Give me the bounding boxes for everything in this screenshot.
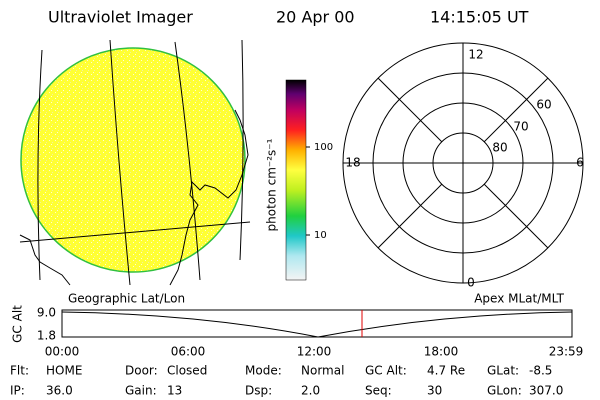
date: 20 Apr 00 [276,8,355,27]
timeline-y-label: GC Alt [11,305,25,343]
timeline: Geographic Lat/Lon Apex MLat/MLT GC Alt … [11,292,584,359]
info-value: 13 [167,384,182,398]
info-label: Seq: [365,384,392,398]
timeline-x-tick: 23:59 [549,345,584,359]
info-label: Dsp: [245,384,272,398]
time: 14:15:05 UT [430,8,529,27]
earth-image [19,39,251,286]
info-value: 4.7 Re [427,364,465,378]
info-value: -8.5 [529,364,552,378]
timeline-x-tick: 00:00 [45,345,80,359]
timeline-left-title: Geographic Lat/Lon [68,292,185,306]
polar-labels: 12 18 6 0 60 70 80 [345,48,583,290]
info-label: GLon: [487,384,522,398]
info-value: 30 [427,384,442,398]
info-value: Normal [301,364,344,378]
timeline-x-tick: 12:00 [297,345,332,359]
colorbar-tick: 10 [314,230,327,241]
info-label: IP: [10,384,25,398]
info-label: GLat: [487,364,519,378]
info-panel: Flt: HOME Door: Closed Mode: Normal GC Alt: 4.7… [10,364,563,398]
mlt-label: 18 [345,156,360,170]
info-value: Closed [167,364,207,378]
timeline-frame [61,309,573,338]
header: Ultraviolet Imager 20 Apr 00 14:15:05 UT [48,8,529,27]
info-value: 307.0 [529,384,563,398]
polar-grid [342,42,584,284]
mlt-label: 0 [467,276,475,290]
timeline-y-tick: 1.8 [37,329,56,343]
colorbar-label: photon cm⁻²s⁻¹ [265,138,279,231]
mlat-label: 80 [492,141,507,155]
mlt-label: 6 [576,156,584,170]
timeline-x-tick: 06:00 [171,345,206,359]
info-label: Gain: [125,384,157,398]
map-grid [19,39,251,286]
image-disk [20,47,246,273]
timeline-y-tick: 9.0 [37,306,56,320]
mlat-label: 60 [536,98,551,112]
timeline-x-tick: 18:00 [424,345,459,359]
colorbar: 100 10 photon cm⁻²s⁻¹ [265,79,333,281]
info-label: Door: [125,364,158,378]
info-label: Flt: [10,364,29,378]
info-label: GC Alt: [365,364,407,378]
mlat-label: 70 [513,120,528,134]
timeline-right-title: Apex MLat/MLT [474,292,564,306]
info-value: 2.0 [301,384,320,398]
info-label: Mode: [245,364,282,378]
colorbar-scale [285,79,307,281]
title: Ultraviolet Imager [48,8,193,27]
info-value: 36.0 [46,384,73,398]
colorbar-tick: 100 [314,142,333,153]
info-value: HOME [46,364,82,378]
mlt-label: 12 [468,48,483,62]
altitude-curve [61,311,573,338]
